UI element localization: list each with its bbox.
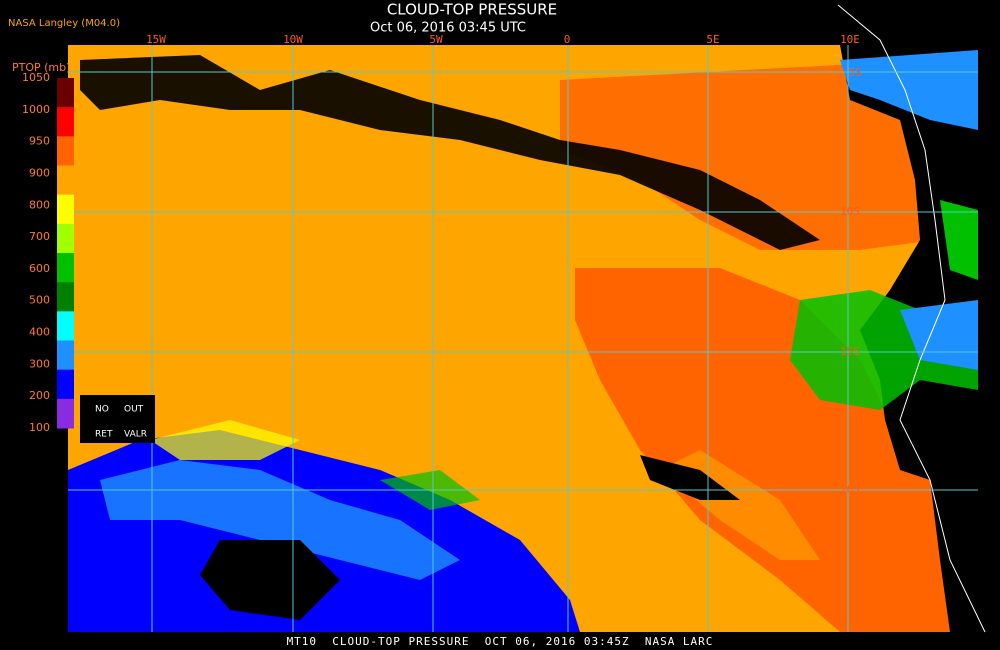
- legend-swatch: [57, 282, 74, 312]
- clear-sky: [80, 55, 820, 250]
- clear-sky: [200, 540, 340, 620]
- lon-label: 15W: [146, 33, 166, 46]
- lat-label: 20S: [840, 483, 860, 496]
- legend-swatch: [57, 311, 74, 341]
- legend-swatch: [57, 340, 74, 371]
- title: CLOUD-TOP PRESSURE: [387, 1, 557, 19]
- legend-swatch: [57, 223, 74, 254]
- credit: NASA Langley (M04.0): [8, 18, 120, 29]
- legend-tick-label: 950: [29, 135, 50, 148]
- lower-cloud-region: [575, 268, 975, 632]
- legend-tick-label: 600: [29, 262, 50, 275]
- footer: MT10 CLOUD-TOP PRESSURE OCT 06, 2016 03:…: [287, 635, 714, 648]
- legend-swatch: [57, 78, 74, 108]
- lon-label: 5W: [429, 33, 443, 46]
- legend-tick-label: 100: [29, 421, 50, 434]
- lat-label: 10S: [840, 205, 860, 218]
- legend-tick-label: 1050: [22, 71, 50, 84]
- legend-tick-label: 800: [29, 198, 50, 211]
- color-legend: 1050 1000 950 900 800 700 600 500 400 300 200 100: [22, 71, 74, 434]
- mid-cloud: [150, 420, 300, 460]
- lower-cloud-region: [560, 60, 935, 250]
- lon-label: 10E: [840, 33, 860, 46]
- legend-swatch: [57, 398, 74, 429]
- legend-note-box: [80, 395, 155, 443]
- legend-tick-label: 1000: [22, 103, 50, 116]
- lon-label: 0: [564, 33, 571, 46]
- legend-tick-label: 200: [29, 389, 50, 402]
- legend-note: VALR: [124, 430, 147, 440]
- legend-note: RET: [95, 430, 113, 440]
- lat-label: 5S: [848, 66, 861, 79]
- legend-swatch: [57, 136, 74, 166]
- lon-label: 10W: [283, 33, 303, 46]
- subtitle: Oct 06, 2016 03:45 UTC: [370, 21, 526, 36]
- legend-swatch: [57, 369, 74, 400]
- legend-tick-label: 300: [29, 357, 50, 370]
- legend-note: NO: [95, 405, 109, 415]
- clear-sky: [640, 455, 740, 500]
- legend-tick-label: 500: [29, 294, 50, 307]
- lat-label: 15S: [840, 345, 860, 358]
- legend-title: PTOP (mb): [12, 61, 70, 74]
- lon-label: 5E: [706, 33, 719, 46]
- legend-swatch: [57, 165, 74, 196]
- legend-swatch: [57, 194, 74, 225]
- mid-cloud: [940, 200, 978, 280]
- coastline: [837, 4, 986, 633]
- legend-tick-label: 700: [29, 230, 50, 243]
- legend-swatch: [57, 253, 74, 283]
- high-cloud: [840, 50, 978, 130]
- legend-swatch: [57, 107, 74, 137]
- legend-note: OUT: [124, 405, 144, 415]
- legend-tick-label: 400: [29, 326, 50, 339]
- graticule: [68, 45, 978, 632]
- legend-tick-label: 900: [29, 166, 50, 179]
